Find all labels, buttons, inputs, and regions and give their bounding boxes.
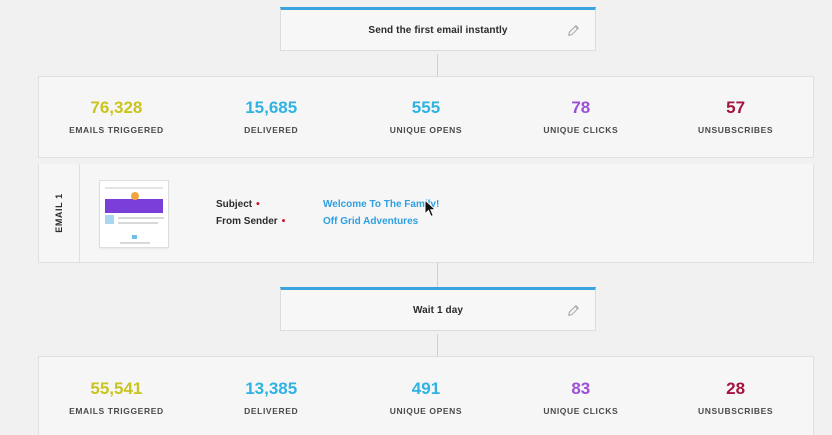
stat-value: 555 (411, 98, 441, 117)
stat-unique-opens: 555 UNIQUE OPENS (349, 77, 504, 157)
sender-label-text: From Sender (216, 216, 278, 227)
stat-unsubscribes: 28 UNSUBSCRIBES (658, 357, 813, 435)
stats-row-step2: 55,541 EMAILS TRIGGERED 13,385 DELIVERED… (38, 356, 814, 435)
sender-label: From Sender • (216, 216, 285, 227)
stat-label: UNIQUE OPENS (389, 406, 463, 416)
stat-unsubscribes: 57 UNSUBSCRIBES (658, 77, 813, 157)
step-label: Wait 1 day (412, 304, 464, 316)
stat-value: 28 (726, 379, 746, 398)
stat-label: UNIQUE CLICKS (543, 406, 619, 416)
stat-value: 15,685 (245, 98, 298, 117)
thumb-line (105, 187, 163, 189)
sender-value-link[interactable]: Off Grid Adventures (323, 216, 419, 227)
required-indicator: • (256, 199, 260, 210)
stat-label: DELIVERED (244, 125, 299, 135)
stat-delivered: 13,385 DELIVERED (194, 357, 349, 435)
stat-label: UNIQUE OPENS (389, 125, 463, 135)
connector-line (437, 334, 438, 356)
stat-value: 78 (571, 98, 591, 117)
stat-emails-triggered: 76,328 EMAILS TRIGGERED (39, 77, 194, 157)
pencil-icon[interactable] (565, 22, 581, 38)
step-label: Send the first email instantly (368, 24, 508, 36)
email-tag: EMAIL 1 (39, 164, 80, 262)
thumb-button (132, 235, 137, 239)
required-indicator: • (281, 216, 286, 227)
stat-value: 57 (726, 98, 746, 117)
subject-label: Subject • (216, 199, 260, 210)
thumb-line (118, 222, 158, 224)
stat-delivered: 15,685 DELIVERED (194, 77, 349, 157)
thumb-line (118, 217, 164, 219)
connector-line (437, 54, 438, 76)
subject-value-link[interactable]: Welcome To The Family! (323, 199, 440, 210)
pencil-icon[interactable] (565, 302, 581, 318)
stat-unique-clicks: 83 UNIQUE CLICKS (503, 357, 658, 435)
step-send-first-email[interactable]: Send the first email instantly (280, 7, 596, 51)
stat-value: 491 (411, 379, 441, 398)
stat-value: 83 (571, 379, 591, 398)
email-thumbnail[interactable] (99, 180, 169, 248)
thumb-line (120, 242, 150, 244)
mouse-pointer-icon (424, 199, 437, 218)
stat-value: 76,328 (90, 98, 143, 117)
stat-emails-triggered: 55,541 EMAILS TRIGGERED (39, 357, 194, 435)
stat-value: 55,541 (90, 379, 143, 398)
stats-row-step1: 76,328 EMAILS TRIGGERED 15,685 DELIVERED… (38, 76, 814, 158)
connector-line (437, 263, 438, 287)
stat-unique-clicks: 78 UNIQUE CLICKS (503, 77, 658, 157)
email-tag-label: EMAIL 1 (53, 193, 64, 233)
stat-label: EMAILS TRIGGERED (69, 125, 164, 135)
stat-unique-opens: 491 UNIQUE OPENS (349, 357, 504, 435)
subject-label-text: Subject (216, 199, 253, 210)
stat-label: EMAILS TRIGGERED (69, 406, 164, 416)
stat-value: 13,385 (245, 379, 298, 398)
stat-label: UNIQUE CLICKS (543, 125, 619, 135)
step-wait[interactable]: Wait 1 day (280, 287, 596, 331)
email-card[interactable]: EMAIL 1 (38, 164, 814, 263)
stat-label: UNSUBSCRIBES (697, 406, 774, 416)
stat-label: DELIVERED (244, 406, 299, 416)
thumb-logo (131, 192, 139, 200)
stat-label: UNSUBSCRIBES (697, 125, 774, 135)
thumb-hero (105, 199, 163, 213)
thumb-block (105, 215, 114, 224)
